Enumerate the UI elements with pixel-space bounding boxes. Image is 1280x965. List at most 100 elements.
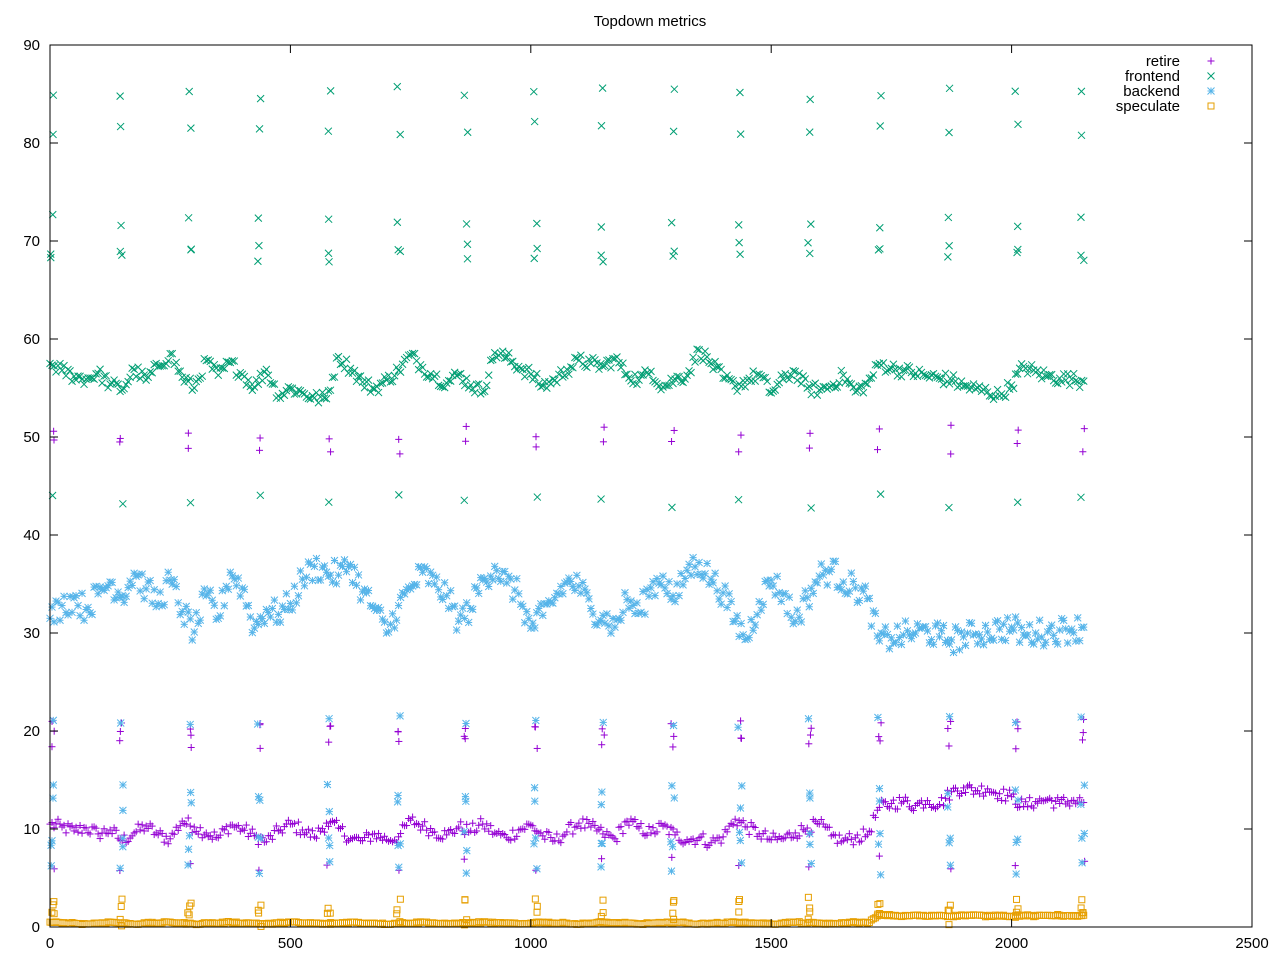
- retire-spike-point: [600, 438, 607, 445]
- retire-spike-point: [875, 733, 882, 740]
- frontend-spike-point: [598, 223, 605, 230]
- backend-point: [59, 602, 66, 609]
- backend-point: [720, 589, 727, 596]
- frontend-point: [361, 384, 368, 391]
- backend-point: [283, 590, 290, 597]
- retire-point: [469, 820, 476, 827]
- backend-point: [89, 611, 96, 618]
- backend-spike-point: [325, 835, 332, 842]
- frontend-point: [335, 353, 342, 360]
- backend-spike-point: [600, 719, 607, 726]
- frontend-spike-point: [464, 241, 471, 248]
- series-speculate: [47, 894, 1087, 929]
- backend-point: [680, 581, 687, 588]
- backend-point: [1064, 640, 1071, 647]
- backend-point: [351, 564, 358, 571]
- frontend-spike-point: [395, 491, 402, 498]
- frontend-spike-point: [805, 239, 812, 246]
- backend-point: [778, 598, 785, 605]
- backend-point: [1032, 630, 1039, 637]
- retire-spike-point: [50, 428, 57, 435]
- backend-point: [559, 590, 566, 597]
- retire-spike-point: [327, 723, 334, 730]
- backend-point: [794, 607, 801, 614]
- frontend-point: [173, 359, 180, 366]
- frontend-spike-point: [394, 219, 401, 226]
- backend-spike-point: [117, 719, 124, 726]
- backend-point: [1024, 631, 1031, 638]
- retire-spike-point: [1015, 427, 1022, 434]
- frontend-point: [814, 392, 821, 399]
- backend-spike-point: [598, 789, 605, 796]
- y-tick-label: 30: [23, 625, 40, 642]
- frontend-point: [802, 375, 809, 382]
- speculate-point: [520, 921, 526, 927]
- frontend-point: [1010, 385, 1017, 392]
- backend-point: [832, 558, 839, 565]
- speculate-point: [436, 920, 442, 926]
- backend-point: [353, 582, 360, 589]
- backend-point: [617, 617, 624, 624]
- speculate-point: [772, 921, 778, 927]
- frontend-point: [870, 372, 877, 379]
- backend-point: [519, 603, 526, 610]
- backend-point: [818, 560, 825, 567]
- frontend-spike-point: [670, 253, 677, 260]
- legend-marker-retire-icon: [1208, 58, 1215, 65]
- backend-spike-point: [1012, 787, 1019, 794]
- frontend-point: [199, 373, 206, 380]
- backend-spike-point: [463, 870, 470, 877]
- backend-spike-point: [668, 782, 675, 789]
- frontend-point: [483, 382, 490, 389]
- backend-point: [463, 599, 470, 606]
- frontend-point: [1002, 394, 1009, 401]
- backend-point: [605, 622, 612, 629]
- backend-point: [726, 590, 733, 597]
- retire-spike-point: [187, 732, 194, 739]
- retire-spike-point: [1080, 729, 1087, 736]
- backend-spike-point: [119, 807, 126, 814]
- retire-point: [666, 831, 673, 838]
- retire-spike-point: [1079, 448, 1086, 455]
- backend-point: [187, 615, 194, 622]
- speculate-point: [754, 920, 760, 926]
- retire-spike-point: [598, 855, 605, 862]
- backend-point: [431, 581, 438, 588]
- retire-spike-point: [395, 436, 402, 443]
- frontend-spike-point: [257, 95, 264, 102]
- backend-point: [696, 559, 703, 566]
- backend-spike-point: [737, 805, 744, 812]
- speculate-spike-point: [1014, 896, 1020, 902]
- backend-spike-point: [736, 829, 743, 836]
- retire-spike-point: [737, 432, 744, 439]
- backend-point: [51, 618, 58, 625]
- backend-point: [948, 636, 955, 643]
- speculate-point: [1047, 912, 1053, 918]
- retire-point: [836, 832, 843, 839]
- backend-point: [391, 624, 398, 631]
- frontend-spike-point: [117, 93, 124, 100]
- x-tick-label: 1000: [514, 935, 547, 952]
- legend-marker-speculate-icon: [1208, 103, 1214, 109]
- retire-spike-point: [668, 438, 675, 445]
- backend-point: [95, 590, 102, 597]
- frontend-spike-point: [736, 89, 743, 96]
- frontend-point: [1060, 370, 1067, 377]
- retire-spike-point: [805, 740, 812, 747]
- series-retire: [47, 422, 1089, 874]
- backend-point: [255, 621, 262, 628]
- backend-point: [317, 576, 324, 583]
- frontend-spike-point: [326, 258, 333, 265]
- backend-point: [690, 554, 697, 561]
- backend-point: [798, 618, 805, 625]
- frontend-spike-point: [394, 83, 401, 90]
- retire-spike-point: [1014, 725, 1021, 732]
- backend-point: [810, 590, 817, 597]
- backend-point: [385, 628, 392, 635]
- backend-point: [341, 556, 348, 563]
- y-tick-label: 20: [23, 723, 40, 740]
- backend-point: [171, 576, 178, 583]
- frontend-spike-point: [1077, 214, 1084, 221]
- frontend-spike-point: [531, 255, 538, 262]
- speculate-spike-point: [532, 896, 538, 902]
